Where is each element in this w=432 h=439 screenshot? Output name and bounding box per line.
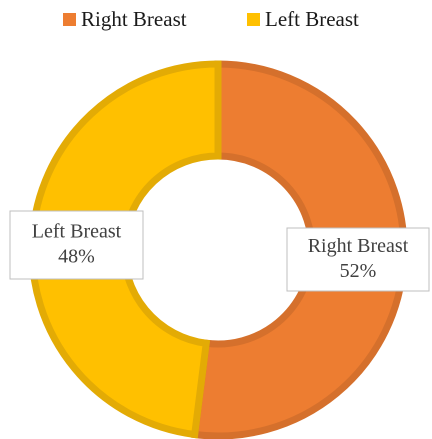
legend-swatch: [63, 13, 76, 26]
data-label-box: [286, 227, 430, 292]
donut-slice: [28, 60, 222, 439]
donut-slice: [190, 60, 408, 439]
data-label-box: [9, 210, 144, 280]
data-labels: Right Breast 52% Left Breast 48%: [9, 210, 430, 292]
donut: [28, 60, 408, 439]
data-label-category: Left Breast: [32, 221, 122, 243]
legend-label: Right Breast: [81, 7, 187, 31]
legend: Right Breast Left Breast: [63, 7, 359, 31]
legend-swatch: [247, 13, 260, 26]
data-label-category: Right Breast: [308, 235, 409, 257]
legend-label: Left Breast: [265, 7, 359, 31]
data-label-value: 52%: [340, 260, 377, 282]
data-label-value: 48%: [58, 246, 95, 268]
